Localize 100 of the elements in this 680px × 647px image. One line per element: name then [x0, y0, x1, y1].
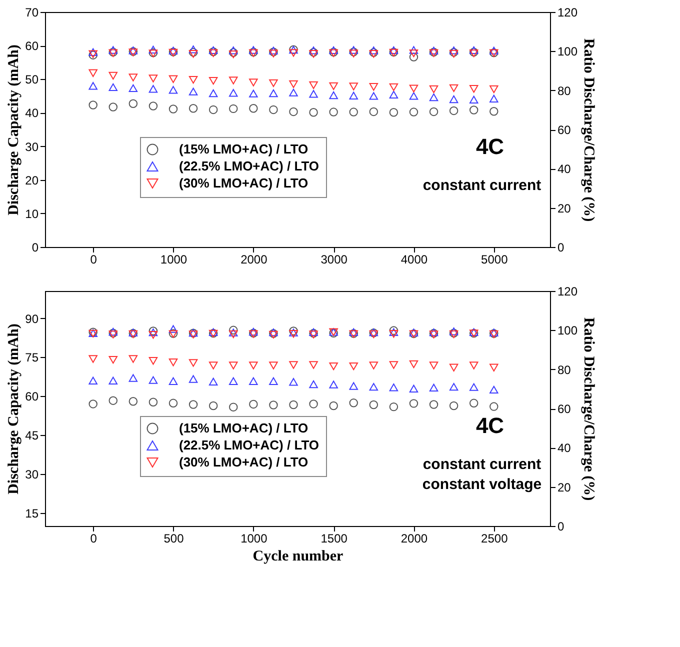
- point: [269, 79, 278, 88]
- point: [229, 46, 238, 54]
- point: [369, 83, 378, 91]
- legend-label: (22.5% LMO+AC) / LTO: [179, 438, 320, 452]
- y-tick-label: 75: [25, 350, 39, 365]
- point: [409, 46, 418, 54]
- y-axis-title: Discharge Capacity (mAh): [6, 44, 22, 216]
- y-tick-label: 45: [25, 428, 39, 443]
- annotation: 4C: [476, 413, 504, 438]
- y2-axis-title: Ratio Discharge/Charge (%): [580, 317, 597, 501]
- point: [429, 93, 438, 102]
- point: [108, 356, 118, 364]
- x-tick-label: 500: [164, 532, 184, 546]
- point: [208, 89, 218, 98]
- point: [188, 76, 198, 84]
- point: [309, 48, 318, 57]
- point: [88, 69, 98, 77]
- point: [88, 355, 98, 363]
- annotation: constant current: [422, 177, 542, 194]
- point: [369, 92, 378, 100]
- point: [289, 107, 298, 116]
- point: [229, 76, 238, 84]
- point: [349, 398, 358, 408]
- y-tick-label: 15: [25, 506, 39, 521]
- point: [490, 364, 498, 372]
- legend-label: (30% LMO+AC) / LTO: [179, 454, 308, 470]
- point: [309, 50, 318, 58]
- point: [128, 355, 138, 363]
- point: [88, 100, 98, 110]
- point: [108, 376, 118, 384]
- point: [349, 46, 358, 54]
- point: [168, 86, 178, 94]
- legend-label: (30% LMO+AC) / LTO: [179, 176, 308, 190]
- legend-label: (15% LMO+AC) / LTO: [179, 420, 308, 436]
- point: [108, 46, 118, 54]
- point: [88, 376, 98, 384]
- point: [329, 91, 338, 100]
- point: [329, 401, 338, 410]
- point: [389, 361, 398, 369]
- point: [108, 83, 118, 92]
- point: [289, 88, 298, 96]
- y2-tick-label: 20: [558, 480, 572, 494]
- y2-tick-label: 0: [558, 520, 564, 534]
- point: [88, 48, 98, 56]
- x-axis-title: Cycle number: [252, 548, 344, 564]
- point: [148, 376, 158, 384]
- point: [208, 362, 218, 370]
- point: [229, 104, 238, 114]
- point: [429, 107, 438, 116]
- y-tick-label: 0: [32, 240, 39, 254]
- point: [409, 399, 418, 408]
- point: [409, 52, 418, 62]
- point: [148, 356, 158, 365]
- x-tick-label: 1500: [320, 532, 348, 546]
- point: [429, 362, 438, 370]
- point: [229, 362, 238, 370]
- x-tick-label: 3000: [320, 252, 348, 266]
- annotation: constant voltage: [422, 476, 542, 493]
- x-tick-label: 5000: [481, 252, 508, 266]
- y-tick-label: 30: [25, 140, 39, 154]
- point: [88, 400, 98, 408]
- y-tick-label: 20: [25, 173, 39, 188]
- point: [429, 384, 438, 392]
- point: [229, 377, 238, 385]
- annotation: 4C: [476, 134, 504, 159]
- point: [389, 383, 398, 392]
- point: [309, 90, 318, 98]
- point: [269, 377, 278, 385]
- y-tick-label: 70: [25, 6, 39, 20]
- point: [349, 362, 358, 370]
- point: [249, 377, 258, 385]
- point: [148, 398, 158, 407]
- y2-tick-label: 20: [558, 201, 572, 216]
- point: [329, 82, 338, 90]
- y2-tick-label: 100: [558, 324, 578, 338]
- y2-tick-label: 100: [558, 44, 578, 59]
- y-tick-label: 40: [25, 106, 39, 120]
- point: [449, 364, 458, 372]
- point: [128, 396, 138, 406]
- point: [188, 50, 198, 58]
- point: [409, 84, 418, 92]
- y-tick-label: 10: [25, 206, 39, 221]
- point: [188, 48, 198, 57]
- point: [409, 384, 418, 392]
- point: [449, 382, 458, 391]
- point: [148, 74, 158, 82]
- point: [309, 380, 318, 388]
- x-tick-label: 2500: [481, 532, 508, 546]
- point: [449, 106, 458, 116]
- point: [490, 107, 498, 116]
- point: [148, 46, 158, 54]
- point: [349, 382, 358, 390]
- point: [389, 402, 398, 412]
- point: [369, 107, 378, 116]
- annotation: constant current: [422, 456, 542, 473]
- point: [229, 402, 238, 412]
- point: [490, 386, 498, 394]
- point: [389, 108, 398, 117]
- point: [188, 88, 198, 96]
- point: [108, 72, 118, 80]
